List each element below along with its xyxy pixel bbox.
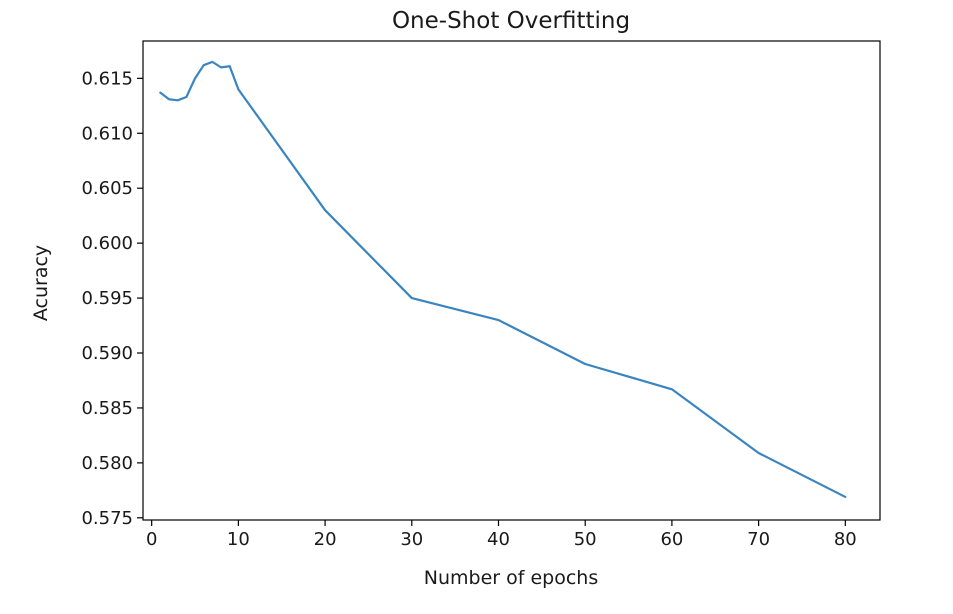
x-tick-label: 70 xyxy=(747,529,770,550)
x-tick-label: 40 xyxy=(487,529,510,550)
y-tick-label: 0.580 xyxy=(81,453,133,474)
x-tick-label: 60 xyxy=(660,529,683,550)
y-tick-label: 0.595 xyxy=(81,288,133,309)
y-tick-label: 0.575 xyxy=(81,508,133,529)
x-tick-label: 20 xyxy=(314,529,337,550)
y-tick-label: 0.615 xyxy=(81,68,133,89)
series-layer xyxy=(159,60,847,499)
x-tick-label: 0 xyxy=(146,529,157,550)
chart-title: One-Shot Overfitting xyxy=(392,8,630,34)
y-tick-label: 0.585 xyxy=(81,398,133,419)
x-axis: 0 10 20 30 40 50 60 70 80 xyxy=(146,520,857,550)
x-tick-label: 10 xyxy=(227,529,250,550)
y-tick-label: 0.605 xyxy=(81,178,133,199)
y-axis-label: Acuracy xyxy=(30,245,52,321)
x-tick-label: 80 xyxy=(834,529,857,550)
x-tick-label: 30 xyxy=(400,529,423,550)
y-tick-label: 0.590 xyxy=(81,343,133,364)
y-axis: 0.575 0.580 0.585 0.590 0.595 0.600 0.605 0.610… xyxy=(81,68,143,529)
x-axis-label: Number of epochs xyxy=(424,567,598,589)
y-tick-label: 0.610 xyxy=(81,123,133,144)
plot-area-frame xyxy=(142,40,881,521)
y-tick-label: 0.600 xyxy=(81,233,133,254)
x-tick-label: 50 xyxy=(574,529,597,550)
series-line xyxy=(159,60,847,499)
